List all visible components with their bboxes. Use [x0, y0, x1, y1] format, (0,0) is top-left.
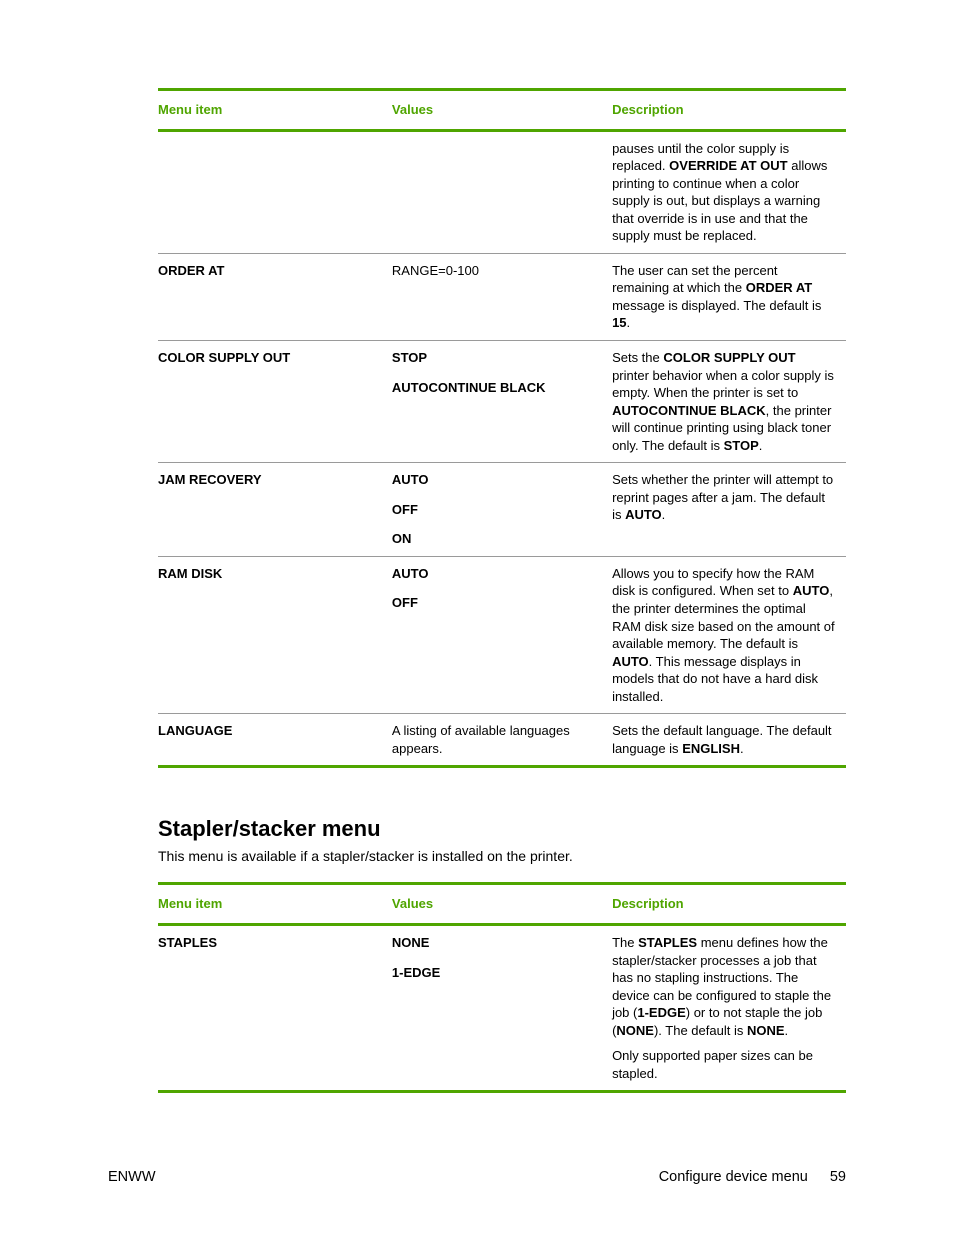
- system-setup-table: Menu item Values Description pauses unti…: [158, 88, 846, 768]
- values-cell: STOPAUTOCONTINUE BLACK: [392, 341, 612, 463]
- col-header-item: Menu item: [158, 90, 392, 131]
- table-row: RAM DISKAUTOOFFAllows you to specify how…: [158, 556, 846, 713]
- menu-item-cell: JAM RECOVERY: [158, 463, 392, 557]
- col-header-values: Values: [392, 884, 612, 925]
- values-cell: AUTOOFFON: [392, 463, 612, 557]
- table-row: ORDER ATRANGE=0-100The user can set the …: [158, 253, 846, 340]
- description-cell: Allows you to specify how the RAM disk i…: [612, 556, 846, 713]
- col-header-item: Menu item: [158, 884, 392, 925]
- page-footer: ENWW Configure device menu 59: [108, 1169, 846, 1185]
- table-row: COLOR SUPPLY OUTSTOPAUTOCONTINUE BLACKSe…: [158, 341, 846, 463]
- menu-item-cell: STAPLES: [158, 924, 392, 1091]
- menu-item-cell: [158, 130, 392, 253]
- values-cell: A listing of available languages appears…: [392, 714, 612, 767]
- page-number: 59: [830, 1169, 846, 1185]
- description-cell: Sets the COLOR SUPPLY OUT printer behavi…: [612, 341, 846, 463]
- table-row: STAPLESNONE1-EDGEThe STAPLES menu define…: [158, 924, 846, 1091]
- table2-body: STAPLESNONE1-EDGEThe STAPLES menu define…: [158, 924, 846, 1091]
- menu-item-cell: LANGUAGE: [158, 714, 392, 767]
- footer-left: ENWW: [108, 1169, 156, 1185]
- values-cell: NONE1-EDGE: [392, 924, 612, 1091]
- table-row: pauses until the color supply is replace…: [158, 130, 846, 253]
- values-cell: [392, 130, 612, 253]
- description-cell: pauses until the color supply is replace…: [612, 130, 846, 253]
- description-cell: Sets the default language. The default l…: [612, 714, 846, 767]
- description-cell: The user can set the percent remaining a…: [612, 253, 846, 340]
- description-cell: Sets whether the printer will attempt to…: [612, 463, 846, 557]
- description-cell: The STAPLES menu defines how the stapler…: [612, 924, 846, 1091]
- values-cell: AUTOOFF: [392, 556, 612, 713]
- stapler-stacker-table: Menu item Values Description STAPLESNONE…: [158, 882, 846, 1093]
- col-header-description: Description: [612, 90, 846, 131]
- menu-item-cell: ORDER AT: [158, 253, 392, 340]
- table-row: JAM RECOVERYAUTOOFFONSets whether the pr…: [158, 463, 846, 557]
- table1-body: pauses until the color supply is replace…: [158, 130, 846, 767]
- footer-title: Configure device menu: [659, 1169, 808, 1185]
- col-header-description: Description: [612, 884, 846, 925]
- section-intro: This menu is available if a stapler/stac…: [158, 848, 846, 864]
- menu-item-cell: COLOR SUPPLY OUT: [158, 341, 392, 463]
- table-row: LANGUAGEA listing of available languages…: [158, 714, 846, 767]
- footer-right: Configure device menu 59: [659, 1169, 846, 1185]
- values-cell: RANGE=0-100: [392, 253, 612, 340]
- menu-item-cell: RAM DISK: [158, 556, 392, 713]
- col-header-values: Values: [392, 90, 612, 131]
- section-heading: Stapler/stacker menu: [158, 816, 846, 842]
